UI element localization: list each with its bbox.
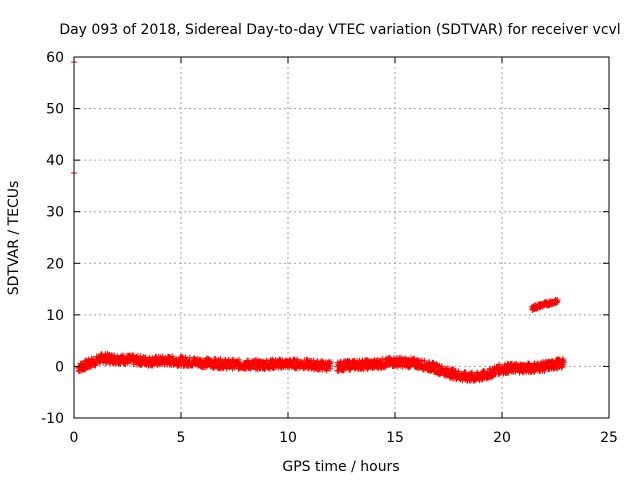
data-point: [248, 364, 255, 371]
x-tick-label: 5: [177, 430, 186, 446]
x-tick-label: 10: [279, 430, 297, 446]
x-tick-label: 15: [386, 430, 404, 446]
data-point: [449, 366, 456, 373]
data-point: [236, 356, 243, 363]
y-tick-label: 60: [46, 50, 64, 66]
data-point: [327, 358, 334, 365]
x-tick-label: 25: [600, 430, 618, 446]
x-tick-label: 0: [70, 430, 79, 446]
data-point: [217, 356, 224, 363]
y-axis-label: SDTVAR / TECUs: [6, 181, 22, 296]
x-tick-label: 20: [493, 430, 511, 446]
data-point: [426, 359, 433, 366]
chart-title: Day 093 of 2018, Sidereal Day-to-day VTE…: [59, 22, 620, 38]
data-points: [71, 59, 568, 384]
data-point: [111, 352, 118, 359]
data-point: [444, 365, 451, 372]
data-point: [452, 368, 459, 375]
y-tick-label: -10: [41, 411, 64, 427]
y-tick-label: 20: [46, 256, 64, 272]
plot-frame: [73, 56, 610, 419]
y-tick-label: 30: [46, 205, 64, 221]
axis-ticks: 0 5 10 15 20 25 -10 0 10 20 30 40 50 60: [41, 50, 618, 446]
y-tick-label: 40: [46, 153, 64, 169]
y-tick-label: 10: [46, 308, 64, 324]
data-point: [561, 359, 568, 366]
y-tick-label: 0: [55, 359, 64, 375]
data-point: [554, 297, 561, 304]
x-axis-label: GPS time / hours: [282, 459, 399, 475]
data-point: [558, 364, 565, 371]
y-tick-label: 50: [46, 102, 64, 118]
data-point: [124, 360, 131, 367]
data-point: [215, 359, 222, 366]
data-point: [186, 354, 193, 361]
